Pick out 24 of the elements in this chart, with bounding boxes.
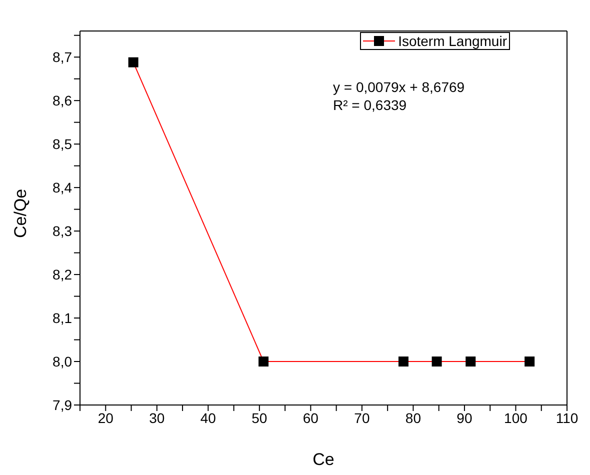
x-tick-label: 90 xyxy=(456,410,472,426)
x-tick-label: 80 xyxy=(405,410,422,426)
y-tick-label: 8,6 xyxy=(52,92,72,109)
x-tick-label: 70 xyxy=(354,410,370,426)
x-tick-label: 110 xyxy=(556,410,578,426)
annotation: R² = 0,6339 xyxy=(333,96,408,114)
y-tick-label: 8,3 xyxy=(52,223,72,240)
x-tick-label: 20 xyxy=(98,410,114,426)
x-tick-label: 50 xyxy=(252,410,268,426)
legend-label: Isoterm Langmuir xyxy=(398,33,507,49)
annotation: y = 0,0079x + 8,6769 xyxy=(333,78,465,96)
y-axis-title: Ce/Qe xyxy=(11,188,30,238)
y-tick-label: 8,2 xyxy=(52,266,72,283)
y-tick-label: 7,9 xyxy=(52,396,72,413)
y-tick-label: 8,7 xyxy=(52,49,72,66)
x-axis-title: Ce xyxy=(312,450,334,469)
x-tick-label: 40 xyxy=(200,410,216,426)
y-tick-label: 8,5 xyxy=(52,136,72,152)
y-tick-label: 8,4 xyxy=(52,180,72,196)
y-tick-label: 8,0 xyxy=(52,353,72,370)
y-tick-label: 8,1 xyxy=(52,310,72,326)
x-tick-label: 30 xyxy=(149,410,165,426)
x-tick-label: 60 xyxy=(302,410,319,426)
x-tick-label: 100 xyxy=(504,410,528,426)
